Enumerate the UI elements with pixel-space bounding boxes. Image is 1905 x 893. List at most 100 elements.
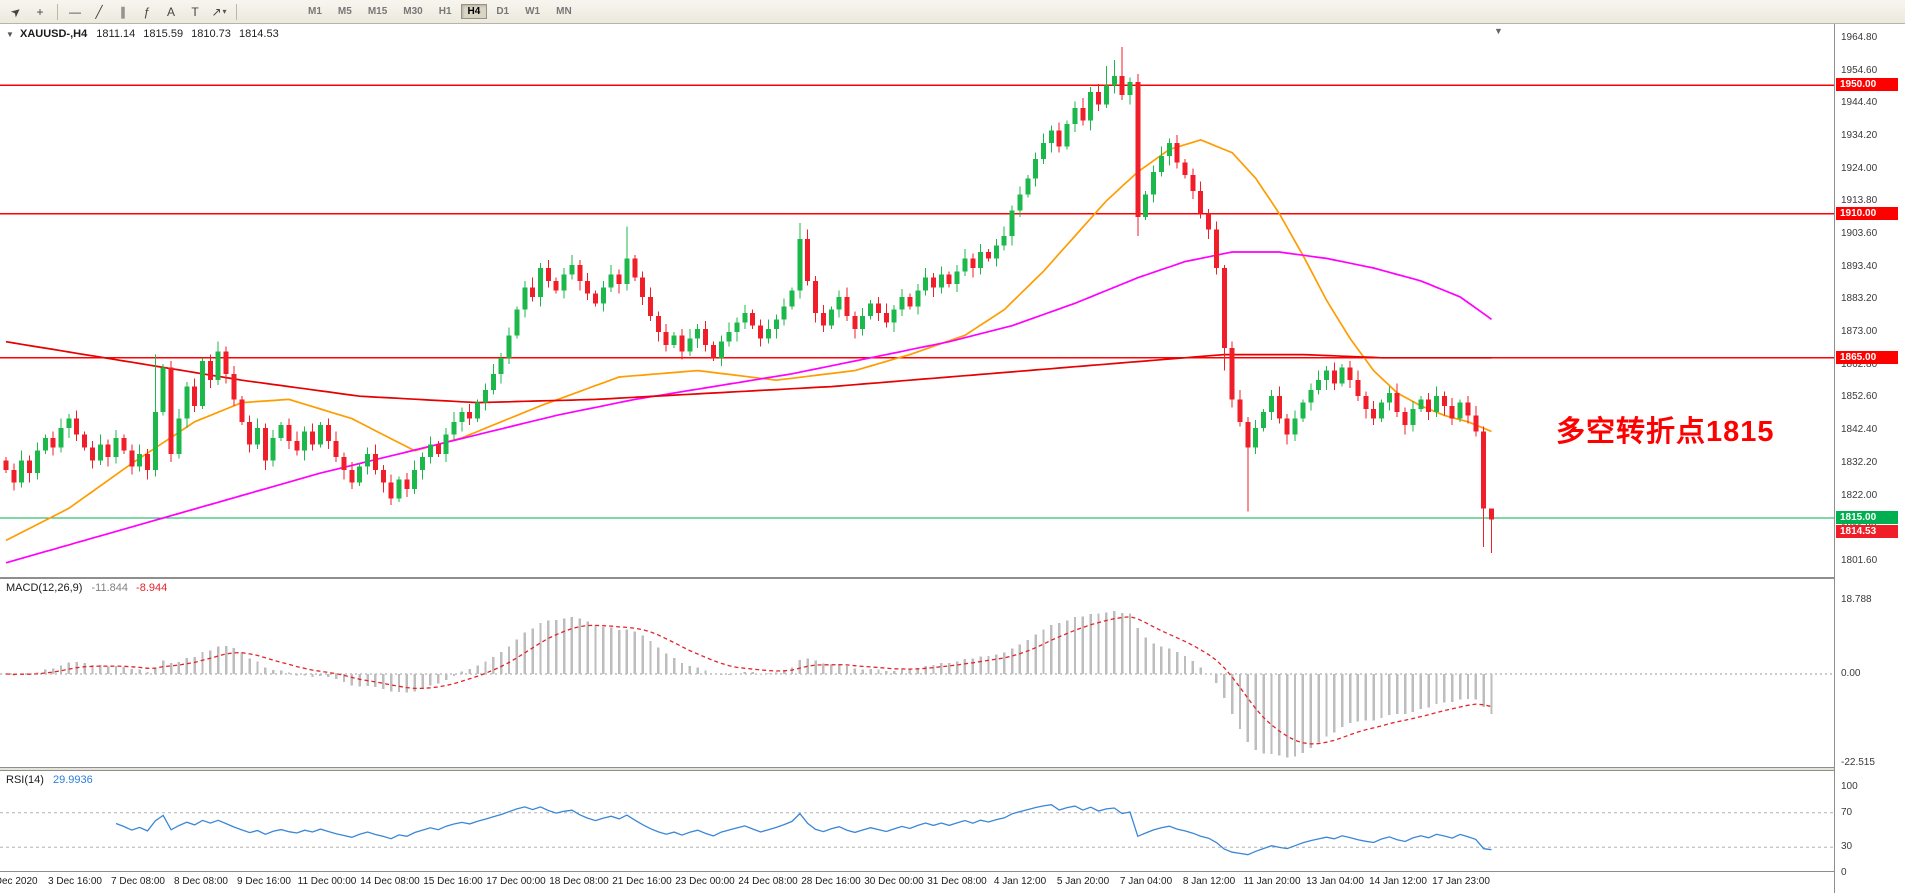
candle bbox=[836, 296, 842, 310]
tool-cursor-icon[interactable]: ➤ bbox=[7, 2, 25, 21]
timeframe-m5-button[interactable]: M5 bbox=[337, 6, 352, 17]
candle bbox=[710, 344, 716, 358]
macd-indicator-panel[interactable] bbox=[0, 579, 1834, 767]
candle bbox=[915, 290, 921, 307]
candle bbox=[482, 389, 488, 403]
chart-title: ▼ XAUUSD-,H4 1811.14 1815.59 1810.73 181… bbox=[6, 28, 284, 40]
candle bbox=[726, 332, 732, 342]
timeframe-m15-button[interactable]: M15 bbox=[367, 6, 388, 17]
timeframe-m30-button[interactable]: M30 bbox=[403, 6, 423, 17]
candle bbox=[302, 431, 308, 451]
candle bbox=[443, 434, 449, 454]
candle bbox=[703, 328, 709, 345]
candle bbox=[600, 287, 606, 304]
rsi-line bbox=[115, 804, 1492, 856]
time-axis-label: 11 Jan 20:00 bbox=[1243, 876, 1301, 887]
candle bbox=[1041, 143, 1047, 160]
candle bbox=[907, 296, 913, 307]
candle bbox=[19, 460, 25, 483]
rsi-indicator-panel[interactable] bbox=[0, 771, 1834, 871]
timeframe-mn-button[interactable]: MN bbox=[556, 6, 572, 17]
candle bbox=[1237, 399, 1243, 422]
time-axis-label: 24 Dec 08:00 bbox=[738, 876, 798, 887]
timeframe-w1-button[interactable]: W1 bbox=[525, 6, 541, 17]
candle bbox=[820, 312, 826, 326]
panel-separator[interactable] bbox=[0, 577, 1905, 579]
candle bbox=[569, 264, 575, 275]
candle bbox=[624, 258, 630, 285]
tool-equidistant-channel-icon[interactable]: ∥ bbox=[120, 4, 126, 19]
candle bbox=[42, 437, 48, 451]
candlestick-chart[interactable] bbox=[0, 24, 1834, 577]
toolbar-separator bbox=[236, 3, 237, 20]
time-axis-label: 31 Dec 08:00 bbox=[927, 876, 987, 887]
tool-fibonacci-icon[interactable]: ƒ bbox=[143, 4, 151, 19]
panel-separator[interactable] bbox=[0, 767, 1905, 771]
candle bbox=[365, 453, 371, 467]
candle bbox=[765, 328, 771, 339]
candle bbox=[451, 421, 457, 435]
candle bbox=[223, 351, 229, 374]
candle bbox=[1473, 415, 1479, 432]
candle bbox=[632, 258, 638, 278]
candle bbox=[129, 450, 135, 467]
time-axis[interactable]: 2 Dec 2020 3 Dec 16:00 7 Dec 08:00 8 Dec 08… bbox=[0, 872, 1834, 893]
price-axis-label: 1852.60 bbox=[1841, 391, 1878, 403]
candle bbox=[310, 431, 316, 445]
candle bbox=[1229, 348, 1235, 400]
chart-collapse-icon[interactable]: ▼ bbox=[6, 30, 14, 39]
candles bbox=[3, 46, 1495, 554]
candle bbox=[420, 457, 426, 470]
candle bbox=[160, 367, 166, 413]
ohlc-low: 1810.73 bbox=[191, 28, 231, 40]
tool-text-label-icon[interactable]: T bbox=[191, 4, 199, 19]
macd-axis-label: -22.515 bbox=[1841, 756, 1875, 768]
candle bbox=[687, 338, 693, 352]
time-axis-label: 18 Dec 08:00 bbox=[549, 876, 609, 887]
time-axis-label: 7 Jan 04:00 bbox=[1119, 876, 1173, 887]
time-axis-label: 23 Dec 00:00 bbox=[675, 876, 735, 887]
timeframe-h1-button[interactable]: H1 bbox=[438, 6, 452, 17]
tool-horizontal-line-icon[interactable]: — bbox=[69, 4, 81, 19]
candle bbox=[184, 386, 190, 419]
timeframe-d1-button[interactable]: D1 bbox=[496, 6, 510, 17]
candle bbox=[435, 444, 441, 454]
candle bbox=[1190, 175, 1196, 192]
ma-slow-magenta bbox=[5, 251, 1492, 564]
candle bbox=[734, 322, 740, 333]
candle bbox=[333, 441, 339, 458]
candle bbox=[278, 425, 284, 438]
time-axis-label: 14 Dec 08:00 bbox=[360, 876, 420, 887]
tool-text-icon[interactable]: A bbox=[166, 4, 175, 19]
candle bbox=[176, 418, 182, 454]
candle bbox=[82, 434, 88, 448]
timeframe-h4-button[interactable]: H4 bbox=[460, 4, 488, 19]
candle bbox=[27, 460, 33, 474]
candle bbox=[1017, 194, 1023, 211]
candle bbox=[852, 316, 858, 329]
tool-arrows-icon[interactable]: ↗ ▾ bbox=[211, 4, 227, 19]
candle bbox=[1182, 162, 1188, 176]
candle bbox=[1103, 85, 1109, 105]
candle bbox=[506, 335, 512, 358]
candle bbox=[467, 412, 473, 419]
tool-trendline-icon[interactable]: ╱ bbox=[95, 4, 103, 19]
tool-crosshair-icon[interactable]: + bbox=[36, 4, 44, 19]
time-axis-label: 5 Jan 20:00 bbox=[1056, 876, 1110, 887]
candle bbox=[1481, 431, 1487, 509]
candle bbox=[1394, 393, 1400, 413]
candle bbox=[215, 351, 221, 381]
candle bbox=[1135, 82, 1141, 217]
candle bbox=[1434, 396, 1440, 413]
candle bbox=[58, 428, 64, 448]
candle bbox=[1449, 405, 1455, 419]
chart-shift-marker-icon[interactable]: ▼ bbox=[1494, 26, 1503, 36]
price-axis[interactable]: 1964.80 1954.60 1944.40 1934.20 1924.00 1913.… bbox=[1834, 24, 1905, 893]
candle bbox=[1080, 107, 1086, 121]
candle bbox=[561, 274, 567, 291]
candle bbox=[970, 258, 976, 269]
candle bbox=[1331, 370, 1337, 384]
timeframe-m1-button[interactable]: M1 bbox=[308, 6, 322, 17]
chart-text-annotation[interactable]: 多空转折点1815 bbox=[1556, 416, 1775, 448]
rsi-indicator-label: RSI(14) 29.9936 bbox=[6, 774, 93, 786]
